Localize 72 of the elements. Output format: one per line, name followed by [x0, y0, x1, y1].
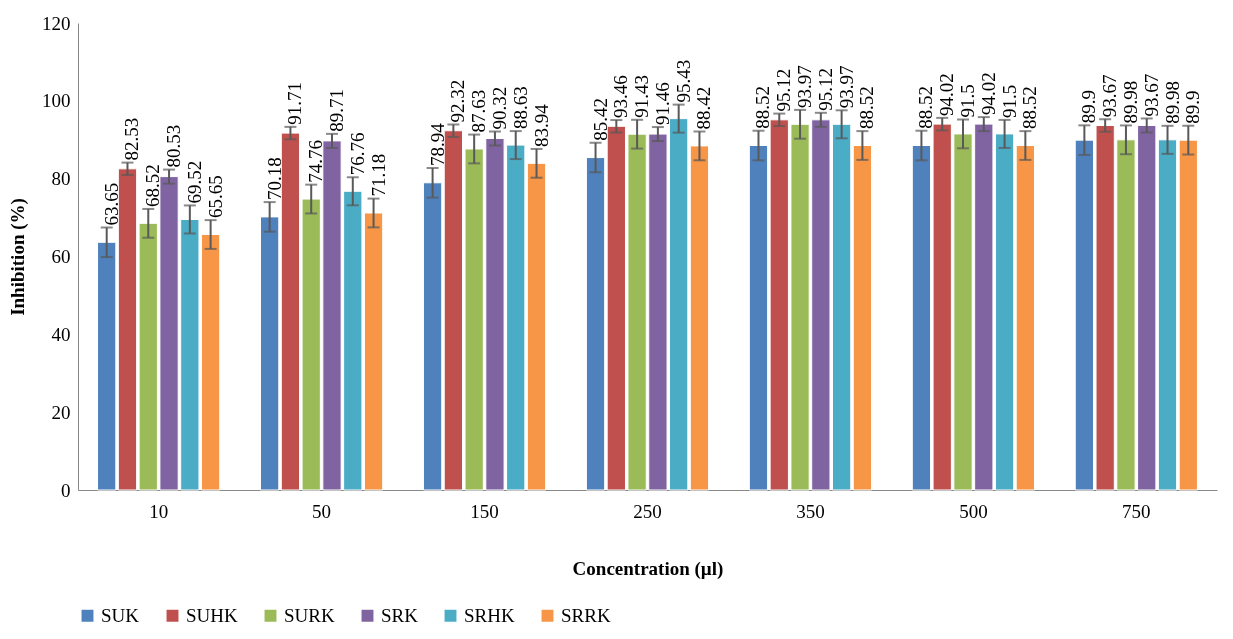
x-tick-label: 350: [796, 500, 825, 522]
data-label: 68.52: [142, 164, 164, 207]
data-label: 76.76: [346, 132, 368, 176]
data-label: 89.9: [1078, 90, 1100, 124]
data-label: 95.43: [672, 59, 694, 103]
data-label: 74.76: [305, 139, 327, 183]
data-label: 95.12: [773, 68, 795, 112]
data-label: 83.94: [530, 103, 552, 147]
data-label: 88.52: [915, 85, 937, 129]
bar: [97, 241, 117, 491]
legend-label: SRHK: [464, 604, 515, 626]
y-tick-label: 0: [61, 479, 71, 501]
data-label: 78.94: [426, 122, 448, 166]
data-label: 91.5: [957, 84, 978, 118]
y-tick-label: 40: [51, 323, 71, 345]
data-label: 69.52: [183, 160, 205, 204]
data-label: 89.9: [1182, 90, 1204, 124]
y-axis-title: Inhibition (%): [7, 198, 29, 316]
x-tick-label: 150: [470, 500, 499, 522]
data-label: 88.52: [856, 86, 878, 130]
data-label: 92.32: [447, 79, 469, 123]
data-label: 95.12: [814, 68, 836, 111]
legend-label: SUK: [101, 604, 140, 626]
y-tick-label: 20: [51, 401, 71, 423]
y-tick-label: 100: [42, 90, 71, 112]
data-label: 93.67: [1140, 73, 1162, 117]
data-label: 91.71: [284, 82, 306, 125]
y-tick-label: 120: [42, 12, 71, 34]
data-label: 71.18: [367, 153, 389, 197]
x-tick-label: 500: [959, 500, 988, 522]
data-label: 82.53: [121, 117, 143, 161]
x-tick-label: 750: [1122, 500, 1151, 522]
x-tick-label: 50: [312, 500, 332, 522]
data-label: 89.71: [326, 89, 347, 132]
x-tick-label: 10: [149, 500, 169, 522]
data-label: 89.98: [1161, 81, 1183, 124]
bar: [260, 216, 280, 491]
data-label: 91.46: [651, 82, 673, 126]
data-label: 88.42: [693, 86, 715, 130]
data-label: 80.53: [163, 124, 185, 168]
data-label: 90.32: [488, 86, 510, 130]
data-label: 94.02: [977, 72, 999, 116]
data-label: 63.65: [100, 182, 122, 226]
data-label: 88.52: [752, 85, 774, 129]
bar: [585, 157, 606, 491]
legend-label: SUHK: [186, 604, 239, 626]
bar: [1178, 139, 1198, 491]
data-label: 93.67: [1099, 74, 1121, 118]
bar: [852, 145, 873, 491]
data-label: 85.42: [589, 98, 611, 141]
data-label: 93.97: [835, 65, 857, 109]
data-label: 93.97: [794, 65, 816, 108]
data-label: 91.43: [631, 75, 653, 118]
legend-label: SRRK: [561, 604, 611, 626]
data-label: 87.63: [468, 89, 490, 133]
bar: [1015, 145, 1035, 491]
bar: [422, 182, 443, 491]
data-label: 70.18: [263, 157, 285, 201]
data-label: 89.98: [1119, 80, 1141, 124]
data-label: 94.02: [936, 73, 958, 116]
data-label: 93.46: [610, 75, 632, 119]
bar: [689, 145, 710, 491]
x-tick-label: 250: [633, 500, 662, 522]
y-tick-label: 80: [51, 168, 71, 190]
data-label: 65.65: [204, 175, 226, 219]
legend-label: SRK: [381, 604, 419, 626]
data-label: 88.52: [1019, 86, 1041, 130]
legend-label: SURK: [284, 604, 335, 626]
x-axis-title: Concentration (µl): [572, 557, 724, 580]
data-label: 88.63: [509, 86, 531, 130]
y-tick-label: 60: [51, 246, 71, 267]
data-label: 91.5: [998, 84, 1020, 118]
